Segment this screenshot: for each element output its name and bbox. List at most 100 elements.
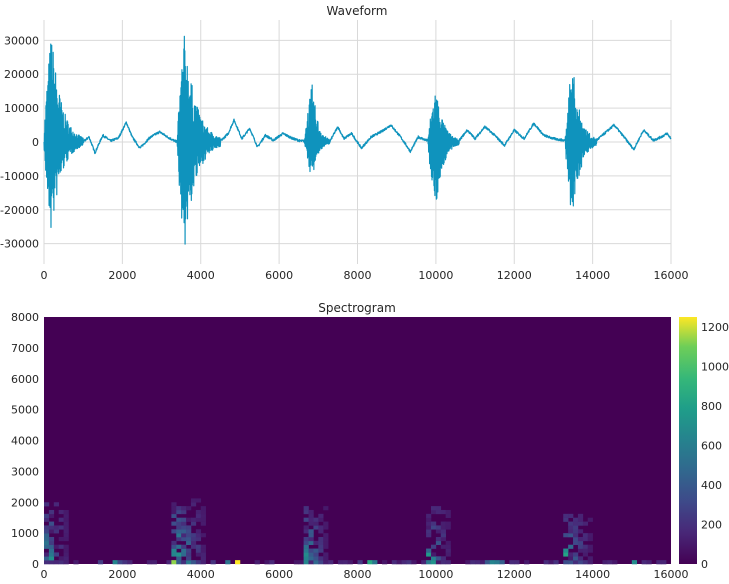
spectrogram-x-tick-label: 14000 (575, 568, 610, 581)
spectrogram-cell (435, 506, 442, 511)
spectrogram-cell (200, 509, 206, 515)
spectrogram-x-ticks: 0 2000 4000 6000 8000 10000 12000 14000 16000 (41, 568, 689, 581)
spectrogram-cell (308, 548, 314, 553)
spectrogram-y-tick-label: 0 (32, 558, 39, 571)
spectrogram-cell (190, 560, 197, 565)
spectrogram-cell (200, 556, 206, 561)
spectrogram-cell (308, 540, 314, 545)
spectrogram-cell (63, 509, 69, 515)
spectrogram-cell (303, 548, 309, 553)
spectrogram-cell (577, 540, 584, 545)
spectrogram-cell (308, 529, 314, 534)
spectrogram-cell (577, 560, 584, 565)
spectrogram-cell (553, 560, 559, 565)
waveform-line (43, 35, 672, 245)
spectrogram-cell (151, 560, 157, 565)
spectrogram-cell (195, 552, 202, 557)
spectrogram-cell (313, 540, 319, 545)
spectrogram-cell (44, 525, 50, 530)
spectrogram-cell (440, 544, 446, 549)
spectrogram-cell (573, 521, 579, 526)
spectrogram-cell (186, 536, 192, 542)
spectrogram-cell (430, 552, 437, 557)
spectrogram-cell (171, 552, 177, 557)
spectrogram-cell (181, 517, 187, 522)
spectrogram-cell (381, 560, 388, 565)
spectrogram-cell (347, 560, 353, 565)
spectrogram-y-ticks: 0 1000 2000 3000 4000 5000 6000 7000 8000 (11, 311, 39, 571)
spectrogram-cell (171, 548, 177, 553)
spectrogram-cell (323, 540, 329, 545)
colorbar-gradient (679, 317, 697, 564)
spectrogram-cell (524, 560, 530, 565)
spectrogram-cell (53, 529, 59, 534)
spectrogram-cell (195, 529, 202, 534)
spectrogram-cell (318, 560, 324, 565)
spectrogram-cell (587, 544, 593, 549)
spectrogram-cell (308, 509, 314, 515)
spectrogram-cell (254, 560, 260, 565)
spectrogram-cell (176, 552, 182, 557)
spectrogram-cell (435, 509, 442, 515)
spectrogram-cell (372, 560, 378, 565)
spectrogram-cell (269, 560, 275, 565)
spectrogram-cell (48, 556, 55, 561)
colorbar-ticks: 0 200 400 600 800 1000 1200 (701, 321, 729, 571)
spectrogram-cell (323, 544, 329, 549)
spectrogram-cell (323, 525, 329, 530)
spectrogram-y-tick-label: 4000 (11, 435, 39, 448)
spectrogram-cell (200, 552, 206, 557)
spectrogram-cell (176, 544, 182, 549)
spectrogram-cell (318, 529, 324, 534)
spectrogram-cell (171, 544, 177, 549)
spectrogram-cell (577, 556, 584, 561)
waveform-y-tick-label: 20000 (4, 68, 39, 81)
spectrogram-cell (264, 560, 270, 565)
spectrogram-cell (318, 548, 324, 553)
waveform-y-tick-label: -30000 (0, 238, 39, 251)
spectrogram-cell (323, 533, 329, 538)
spectrogram-cell (181, 533, 187, 538)
spectrogram-cell (181, 544, 187, 549)
spectrogram-cell (440, 529, 446, 534)
spectrogram-cell (53, 544, 59, 549)
spectrogram-cell (607, 560, 613, 565)
colorbar-tick-label: 200 (701, 518, 722, 531)
spectrogram-cell (63, 521, 69, 526)
spectrogram-cell (573, 525, 579, 530)
spectrogram-cell (176, 506, 182, 511)
spectrogram-cell (323, 506, 329, 511)
spectrogram-cell (186, 540, 192, 545)
spectrogram-cell (181, 548, 187, 553)
spectrogram-cell (44, 552, 50, 557)
spectrogram-cell (210, 560, 216, 565)
spectrogram-cell (63, 517, 69, 522)
spectrogram-cell (44, 536, 50, 542)
spectrogram-cell (63, 560, 69, 565)
spectrogram-cell (568, 513, 574, 518)
spectrogram-cell (323, 560, 329, 565)
spectrogram-cell (509, 560, 515, 565)
spectrogram-cell (186, 560, 192, 565)
spectrogram-cell (303, 544, 309, 549)
spectrogram-x-tick-label: 0 (41, 568, 48, 581)
spectrogram-cell (97, 560, 104, 565)
spectrogram-cell (445, 560, 451, 565)
spectrogram-y-tick-label: 1000 (11, 527, 39, 540)
spectrogram-cell (122, 560, 128, 565)
spectrogram-cell (426, 521, 432, 526)
spectrogram-cell (48, 548, 55, 553)
spectrogram-cell (318, 525, 324, 530)
spectrogram-cell (308, 513, 314, 518)
spectrogram-cell (573, 552, 579, 557)
spectrogram-cell (587, 517, 593, 522)
spectrogram-cell (587, 548, 593, 553)
waveform-y-tick-label: 30000 (4, 34, 39, 47)
spectrogram-cell (48, 513, 55, 518)
spectrogram-cell (367, 560, 373, 565)
spectrogram-cell (176, 521, 182, 526)
spectrogram-cell (48, 540, 55, 545)
spectrogram-cell (435, 560, 442, 565)
spectrogram-cell (186, 529, 192, 534)
